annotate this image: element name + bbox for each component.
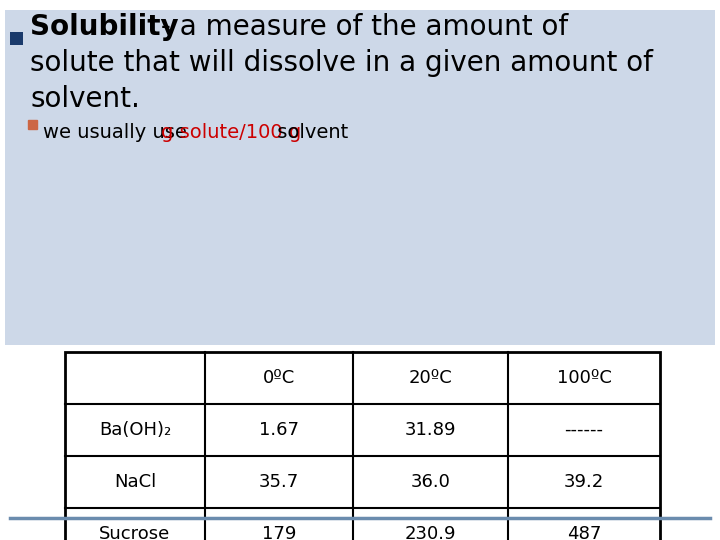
Text: 1.67: 1.67 <box>259 421 299 439</box>
Text: - a measure of the amount of: - a measure of the amount of <box>152 13 568 41</box>
Bar <box>65 352 660 540</box>
Text: Sucrose: Sucrose <box>99 525 171 540</box>
Text: 31.89: 31.89 <box>405 421 456 439</box>
Text: 36.0: 36.0 <box>410 473 451 491</box>
Text: 487: 487 <box>567 525 601 540</box>
Text: 100ºC: 100ºC <box>557 369 611 387</box>
Text: solvent.: solvent. <box>30 85 140 113</box>
Text: Ba(OH)₂: Ba(OH)₂ <box>99 421 171 439</box>
Text: g solute/100 g: g solute/100 g <box>161 123 301 142</box>
Text: ------: ------ <box>564 421 603 439</box>
Text: 0ºC: 0ºC <box>263 369 295 387</box>
Text: solute that will dissolve in a given amount of: solute that will dissolve in a given amo… <box>30 49 653 77</box>
Bar <box>5 10 715 345</box>
Text: 35.7: 35.7 <box>259 473 299 491</box>
Bar <box>28 120 37 129</box>
Text: 20ºC: 20ºC <box>409 369 452 387</box>
Text: 179: 179 <box>262 525 296 540</box>
Text: 39.2: 39.2 <box>564 473 604 491</box>
Bar <box>10 32 23 45</box>
Text: Solubility: Solubility <box>30 13 179 41</box>
Text: NaCl: NaCl <box>114 473 156 491</box>
Text: we usually use: we usually use <box>43 123 193 142</box>
Text: 230.9: 230.9 <box>405 525 456 540</box>
Text: solvent: solvent <box>271 123 348 142</box>
